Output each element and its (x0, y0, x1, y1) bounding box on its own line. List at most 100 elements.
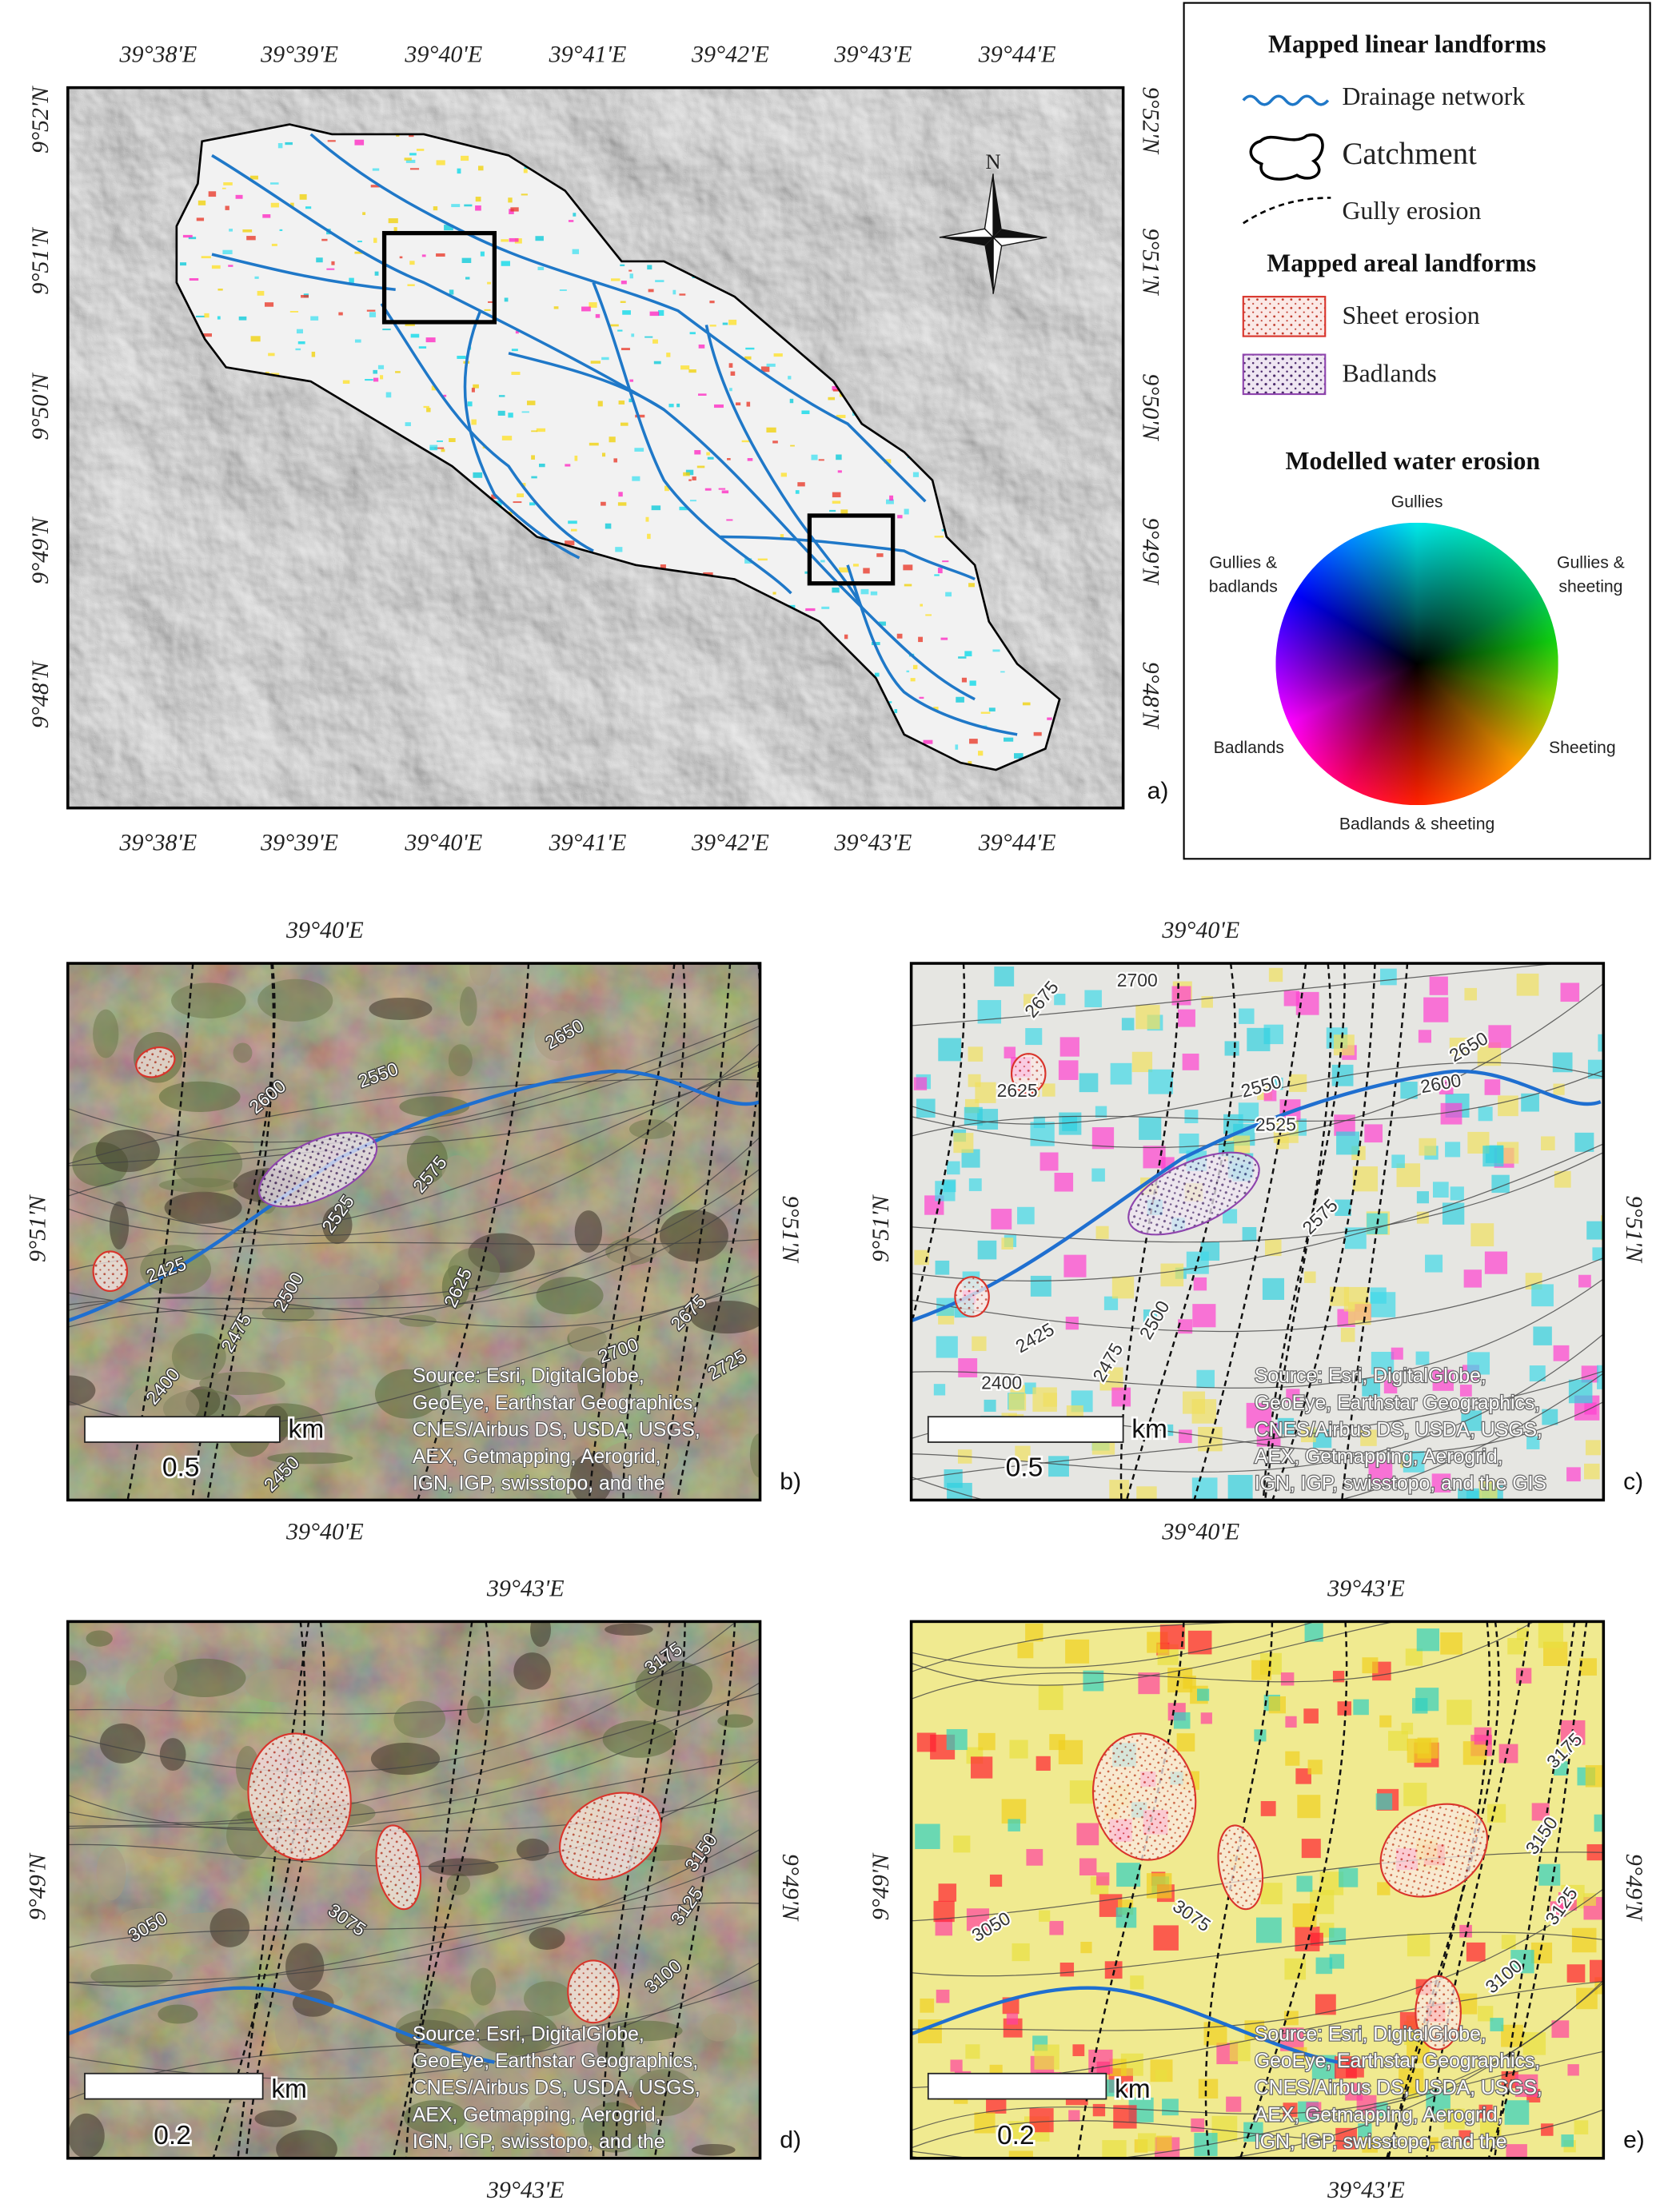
terrain-patch (577, 1357, 607, 1407)
erosion-fleck (511, 349, 518, 352)
model-cell (1380, 968, 1397, 986)
erosion-fleck (1022, 702, 1031, 706)
erosion-fleck (270, 182, 279, 185)
erosion-fleck (933, 707, 939, 711)
contour-label: 2625 (997, 1080, 1038, 1101)
model-cell (994, 967, 1015, 986)
erosion-fleck (744, 356, 752, 360)
erosion-fleck (618, 401, 625, 405)
erosion-fleck (295, 348, 301, 351)
erosion-fleck (772, 592, 776, 595)
model-cell (1415, 1351, 1430, 1365)
gully-line (1487, 1621, 1588, 2158)
terrain-patch (635, 1660, 712, 1712)
erosion-fleck (620, 264, 625, 267)
terrain-patch (158, 1178, 238, 1193)
erosion-fleck (222, 249, 233, 255)
model-cell (1160, 1263, 1184, 1287)
lon-label: 39°38'E (118, 42, 197, 68)
erosion-fleck (559, 289, 567, 291)
erosion-fleck (589, 302, 597, 308)
terrain-patch (90, 1964, 173, 1988)
model-cell (1038, 1685, 1063, 1711)
river (911, 1986, 1339, 2064)
lon-label: 39°39'E (260, 42, 338, 68)
model-cell (1296, 1875, 1313, 1892)
model-cell (1099, 1367, 1123, 1391)
erosion-fleck (1004, 737, 1014, 742)
model-cell (1443, 2108, 1465, 2130)
erosion-fleck (526, 401, 536, 405)
erosion-fleck (610, 324, 619, 327)
erosion-fleck (884, 459, 892, 464)
model-cell (1285, 1716, 1297, 1728)
gully-line (392, 1621, 473, 2158)
terrain-patch (369, 997, 433, 1020)
model-cell (1478, 2104, 1493, 2118)
erosion-fleck (326, 268, 335, 270)
model-cell (1348, 1301, 1371, 1325)
contour-line (67, 1828, 760, 1983)
erosion-fleck (290, 202, 294, 208)
terrain-patch (209, 1908, 250, 1947)
erosion-fleck (757, 558, 768, 561)
lat-label: 9°51'N (24, 1194, 50, 1262)
map-frame (66, 86, 1125, 810)
erosion-fleck (464, 204, 473, 207)
erosion-fleck (509, 237, 519, 242)
erosion-fleck (601, 501, 606, 506)
model-cell (1431, 1473, 1451, 1493)
gully-line (653, 1621, 736, 2158)
model-cell (1131, 1051, 1153, 1073)
erosion-fleck (889, 495, 894, 501)
wheel-label: sheeting (1558, 578, 1622, 596)
model-cell (1400, 1082, 1418, 1099)
model-cell (1529, 1365, 1546, 1381)
model-cell (1447, 1700, 1472, 1725)
model-cell (946, 1728, 968, 1751)
model-cell (1432, 1369, 1454, 1391)
model-cell (1304, 1623, 1323, 1642)
erosion-fleck (436, 160, 445, 165)
model-cell (1362, 2137, 1378, 2153)
wheel-label: Sheeting (1549, 739, 1616, 757)
model-cell (1521, 1093, 1539, 1112)
model-cell (1015, 1445, 1031, 1461)
model-cell (1586, 1221, 1604, 1240)
model-cell (1084, 990, 1102, 1008)
model-cell (1006, 2013, 1019, 2025)
erosion-fleck (285, 141, 293, 145)
erosion-fleck (919, 696, 924, 699)
terrain-patch (404, 2100, 467, 2134)
legend-heading: Mapped areal landforms (1267, 249, 1536, 277)
model-cell (1466, 1942, 1486, 1962)
model-cell (920, 1998, 935, 2013)
model-cell (935, 1918, 953, 1936)
source-text: CNES/Airbus DS, USDA, USGS, (413, 2078, 700, 2099)
gully-line (245, 1621, 325, 2158)
terrain-patch (459, 986, 477, 1026)
north-arrow-part (939, 228, 995, 238)
terrain-patch (171, 982, 246, 1019)
erosion-fleck (969, 739, 978, 744)
contour-label: 2400 (981, 1373, 1022, 1393)
model-cell (972, 1336, 987, 1351)
erosion-fleck (726, 519, 733, 521)
contour-line (67, 1962, 760, 2080)
erosion-fleck (956, 696, 964, 703)
model-cell (1032, 1387, 1057, 1412)
gully-line (405, 1621, 491, 2158)
erosion-fleck (968, 583, 975, 588)
model-cell (1186, 1251, 1209, 1274)
terrain-patch (276, 2130, 337, 2158)
scale-unit: km (1115, 2074, 1151, 2104)
model-cell (1148, 1069, 1173, 1094)
model-cell (1173, 1712, 1191, 1729)
terrain-patch (607, 2020, 683, 2042)
model-cell (1076, 1823, 1099, 1846)
model-cell (965, 2044, 980, 2059)
erosion-fleck (631, 333, 635, 337)
contour-line (911, 963, 1564, 1026)
